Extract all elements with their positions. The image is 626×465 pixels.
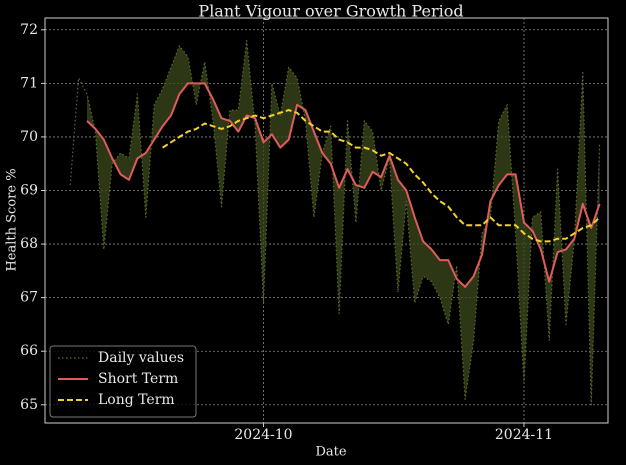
x-axis-label: Date	[315, 445, 346, 460]
y-tick-label: 66	[20, 343, 38, 359]
x-tick-label: 2024-11	[495, 427, 553, 443]
x-tick-label: 2024-10	[234, 427, 292, 443]
series-line	[162, 109, 601, 243]
chart-title: Plant Vigour over Growth Period	[198, 2, 463, 21]
y-tick-label: 71	[20, 75, 38, 91]
y-tick-label: 70	[20, 129, 38, 145]
y-tick-label: 69	[20, 183, 38, 199]
y-axis-label: Health Score %	[5, 168, 20, 271]
y-tick-label: 65	[20, 397, 38, 413]
legend-label: Long Term	[98, 392, 175, 408]
band	[87, 40, 600, 405]
plot-frame	[44, 17, 609, 424]
y-tick-label: 72	[20, 22, 38, 38]
y-tick-label: 67	[20, 290, 38, 306]
series-line	[86, 82, 601, 288]
legend-label: Daily values	[98, 350, 184, 366]
y-tick-label: 68	[20, 236, 38, 252]
legend-label: Short Term	[98, 371, 178, 387]
